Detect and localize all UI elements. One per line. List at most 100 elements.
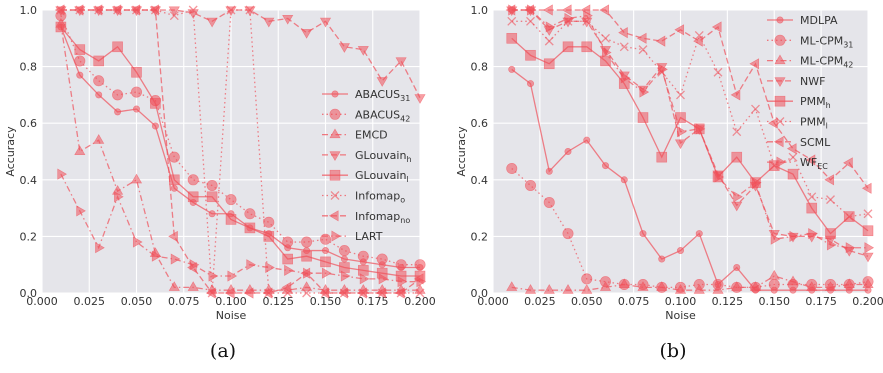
- data-point: [583, 10, 593, 22]
- legend-label: WFEC: [800, 156, 828, 171]
- x-tick-label: 0.025: [74, 295, 106, 308]
- data-point: [656, 281, 668, 291]
- panel-caption: (a): [210, 340, 236, 362]
- data-point: [807, 192, 817, 202]
- data-point: [415, 288, 425, 298]
- legend-label: GLouvainh: [355, 149, 412, 164]
- data-point: [265, 261, 275, 274]
- data-point: [243, 287, 254, 299]
- data-point: [656, 151, 668, 163]
- data-point: [508, 65, 516, 73]
- data-point: [564, 12, 575, 25]
- y-tick-label: 0.8: [471, 61, 489, 74]
- legend-name: ABACUS: [355, 88, 400, 101]
- data-point: [188, 5, 198, 15]
- data-point: [787, 275, 799, 286]
- legend-name: NWF: [800, 75, 825, 88]
- data-point: [731, 151, 743, 163]
- y-tick-label: 1.0: [20, 4, 38, 17]
- data-point: [208, 270, 219, 282]
- data-point: [74, 145, 86, 156]
- data-point: [76, 205, 86, 217]
- data-point: [583, 136, 591, 144]
- data-point: [245, 5, 255, 15]
- data-point: [168, 230, 178, 242]
- series-6: [507, 16, 873, 222]
- legend-subscript: no: [400, 216, 410, 225]
- data-point: [749, 281, 762, 291]
- data-point: [262, 287, 273, 299]
- data-point: [395, 259, 407, 271]
- series-7: [54, 4, 424, 299]
- data-point: [768, 269, 780, 280]
- data-point: [695, 230, 703, 238]
- series-line: [511, 167, 869, 288]
- legend-subscript: h: [826, 101, 831, 110]
- data-point: [506, 32, 518, 44]
- legend-marker: [329, 128, 341, 139]
- data-point: [844, 212, 854, 222]
- legend-marker: [774, 77, 786, 88]
- data-point: [599, 4, 610, 16]
- y-tick-label: 0.0: [471, 287, 489, 300]
- legend-label: MDLPA: [800, 14, 838, 27]
- data-point: [786, 143, 797, 155]
- legend-marker: [774, 54, 786, 65]
- legend-marker: [331, 90, 339, 98]
- data-point: [695, 123, 706, 135]
- data-point: [749, 58, 760, 70]
- data-point: [263, 231, 275, 242]
- data-point: [168, 6, 180, 17]
- data-point: [543, 4, 553, 16]
- data-point: [131, 86, 143, 98]
- data-point: [263, 216, 275, 228]
- legend-label: Infomapno: [355, 210, 410, 225]
- data-point: [301, 29, 313, 39]
- data-point: [843, 278, 855, 289]
- data-point: [244, 222, 256, 234]
- data-point: [676, 126, 687, 138]
- data-point: [55, 21, 67, 33]
- data-point: [246, 259, 257, 271]
- data-point: [543, 196, 555, 208]
- data-point: [338, 245, 350, 257]
- data-point: [863, 209, 873, 219]
- data-point: [731, 281, 743, 291]
- data-point: [675, 112, 686, 123]
- data-point: [170, 184, 178, 192]
- series-8: [57, 168, 426, 288]
- data-point: [225, 194, 237, 206]
- data-point: [206, 179, 218, 191]
- chart-panel-2: 0.000 0.025 0.050 0.075 0.100 0.125 0.150 0.175…: [455, 4, 883, 362]
- data-point: [711, 21, 722, 33]
- data-point: [693, 35, 703, 47]
- data-point: [93, 134, 105, 144]
- series-5: [55, 21, 426, 282]
- data-point: [731, 201, 743, 212]
- y-tick-label: 0.4: [471, 174, 489, 187]
- x-tick-label: 0.175: [805, 295, 837, 308]
- data-point: [658, 63, 668, 76]
- y-tick-label: 0.0: [20, 287, 38, 300]
- data-point: [768, 279, 780, 291]
- data-point: [92, 4, 103, 16]
- legend-name: GLouvain: [355, 149, 406, 162]
- legend-label: LART: [355, 230, 383, 243]
- data-point: [543, 284, 555, 294]
- data-point: [338, 43, 350, 53]
- data-point: [544, 36, 554, 46]
- legend-name: LART: [355, 230, 383, 243]
- data-point: [112, 89, 124, 101]
- data-point: [714, 171, 725, 183]
- legend-subscript: 31: [400, 94, 410, 103]
- legend-marker: [329, 108, 341, 120]
- data-point: [378, 273, 389, 285]
- data-point: [73, 4, 84, 16]
- data-point: [843, 157, 853, 169]
- data-point: [561, 4, 572, 16]
- data-point: [862, 225, 874, 237]
- data-point: [526, 4, 537, 16]
- series-3: [506, 269, 874, 294]
- legend-marker: [775, 117, 785, 126]
